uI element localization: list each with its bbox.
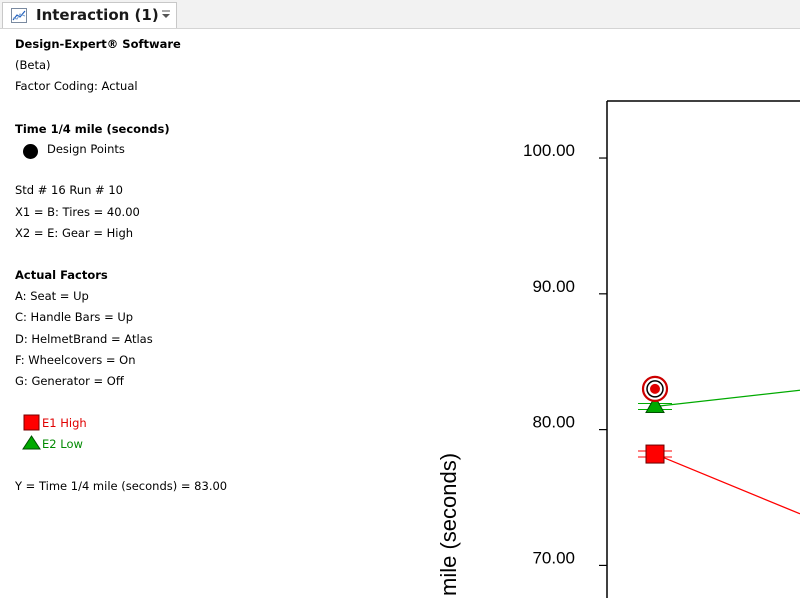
x2-value: X2 = E: Gear = High <box>15 226 134 240</box>
legend-square-marker <box>23 414 40 431</box>
chart-icon <box>11 8 27 23</box>
y-axis-label: mile (seconds) <box>436 453 461 596</box>
chevron-down-icon[interactable] <box>159 8 173 22</box>
tab-bar: Interaction (1) <box>0 0 800 29</box>
series-point-e1-high[interactable] <box>645 444 665 464</box>
software-version: (Beta) <box>15 58 51 72</box>
software-name: Design-Expert® Software <box>15 37 181 51</box>
y-tick-label: 90.00 <box>532 277 575 296</box>
y-tick-label: 100.00 <box>523 141 575 160</box>
legend-e1-high: E1 High <box>42 416 87 430</box>
factor-item: C: Handle Bars = Up <box>15 310 134 324</box>
response-title: Time 1/4 mile (seconds) <box>15 122 170 136</box>
series-line-2 <box>654 389 800 408</box>
y-value: Y = Time 1/4 mile (seconds) = 83.00 <box>15 479 228 493</box>
series-line-1 <box>654 453 800 515</box>
x1-value: X1 = B: Tires = 40.00 <box>15 205 140 219</box>
y-tick-label: 80.00 <box>532 413 575 432</box>
factor-item: D: HelmetBrand = Atlas <box>15 332 153 346</box>
factor-item: A: Seat = Up <box>15 289 89 303</box>
y-axis-ticks: 100.00 90.00 80.00 70.00 <box>523 141 607 567</box>
design-point-marker <box>23 144 38 159</box>
std-run: Std # 16 Run # 10 <box>15 183 123 197</box>
actual-factors-title: Actual Factors <box>15 268 108 282</box>
design-points-label: Design Points <box>47 142 125 156</box>
tab-title: Interaction (1) <box>36 6 159 24</box>
tab-interaction[interactable]: Interaction (1) <box>2 2 177 28</box>
legend-triangle-marker <box>22 435 41 450</box>
series-layer <box>638 375 800 515</box>
factor-coding: Factor Coding: Actual <box>15 79 138 93</box>
design-point-highlight[interactable] <box>641 375 669 402</box>
legend-markers <box>22 414 41 450</box>
series-point-e2-low[interactable] <box>645 395 665 414</box>
y-tick-label: 70.00 <box>532 548 575 567</box>
factor-item: F: Wheelcovers = On <box>15 353 136 367</box>
legend-e2-low: E2 Low <box>42 437 83 451</box>
factor-item: G: Generator = Off <box>15 374 124 388</box>
highlight-center-dot <box>650 383 660 394</box>
